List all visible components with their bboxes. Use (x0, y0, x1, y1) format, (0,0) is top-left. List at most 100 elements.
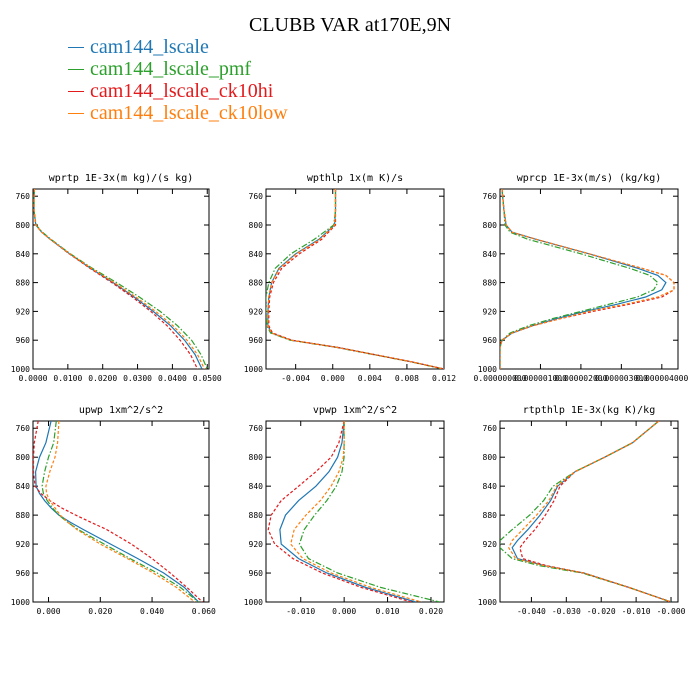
panel-title: wprtp 1E-3x(m kg)/(s kg) (49, 173, 194, 184)
series-line-3 (267, 421, 412, 602)
series-line-2 (41, 421, 199, 602)
y-tick-label: 760 (16, 424, 31, 433)
series-group (500, 189, 675, 369)
legend-label-4: cam144_lscale_ck10low (90, 102, 288, 124)
x-tick-label: -0.020 (587, 607, 616, 616)
series-line-3 (500, 189, 675, 369)
x-tick-label: 0.000003000 (595, 374, 648, 383)
panel-title: wprcp 1E-3x(m/s) (kg/kg) (517, 173, 662, 184)
x-tick-label: -0.000 (657, 607, 686, 616)
y-tick-label: 840 (483, 250, 498, 259)
y-tick-label: 1000 (244, 365, 263, 374)
y-tick-label: 840 (249, 250, 264, 259)
y-tick-label: 880 (249, 511, 264, 520)
chart-panel-5: vpwp 1xm^2/s^2 760 800 840 880 920 960 1000 -0.0… (244, 405, 445, 616)
y-tick-label: 800 (249, 221, 264, 230)
series-group (33, 421, 203, 602)
legend-label-3: cam144_lscale_ck10hi (90, 80, 274, 102)
plot-frame (32, 420, 210, 603)
x-tick-label: -0.010 (622, 607, 651, 616)
y-tick-label: 800 (16, 453, 31, 462)
chart-panel-1: wprtp 1E-3x(m kg)/(s kg) 760 800 840 880 920 9… (11, 173, 222, 383)
series-line-2 (500, 189, 659, 369)
legend-swatch-4 (68, 112, 84, 114)
series-line-2 (33, 189, 208, 369)
series-line-2 (266, 189, 444, 369)
y-tick-label: 840 (249, 482, 264, 491)
legend: cam144_lscale cam144_lscale_pmf cam144_l… (68, 36, 288, 124)
x-tick-label: 0.000 (36, 607, 60, 616)
x-tick-label: -0.010 (286, 607, 315, 616)
y-tick-label: 920 (16, 307, 31, 316)
y-tick-label: 920 (483, 540, 498, 549)
x-tick-label: 0.000001000 (514, 374, 567, 383)
legend-item-4: cam144_lscale_ck10low (68, 102, 288, 124)
y-tick-label: 880 (483, 511, 498, 520)
y-tick-label: 760 (483, 192, 498, 201)
panel-title: vpwp 1xm^2/s^2 (313, 405, 397, 416)
series-line-4 (33, 189, 206, 369)
x-tick-label: -0.030 (552, 607, 581, 616)
plot-frame (499, 188, 679, 370)
x-tick-label: 0.010 (376, 607, 400, 616)
legend-item-1: cam144_lscale (68, 36, 288, 58)
y-tick-label: 880 (483, 279, 498, 288)
y-tick-label: 760 (483, 424, 498, 433)
y-tick-label: 960 (16, 336, 31, 345)
x-tick-label: 0.020 (419, 607, 443, 616)
chart-title: CLUBB VAR at170E,9N (248, 14, 452, 36)
series-line-1 (267, 189, 444, 369)
y-tick-label: 800 (16, 221, 31, 230)
legend-label-1: cam144_lscale (90, 36, 209, 58)
series-group (500, 421, 672, 602)
y-tick-label: 800 (483, 453, 498, 462)
legend-swatch-3 (68, 90, 84, 92)
series-line-3 (33, 189, 199, 369)
panel-title: rtpthlp 1E-3x(kg K)/kg (523, 405, 655, 416)
y-tick-label: 960 (249, 336, 264, 345)
legend-label-2: cam144_lscale_pmf (90, 58, 252, 80)
series-group (267, 421, 440, 602)
y-tick-label: 920 (249, 540, 264, 549)
x-tick-label: 0.0000 (19, 374, 48, 383)
y-tick-label: 960 (483, 569, 498, 578)
series-line-2 (298, 421, 440, 602)
series-line-2 (500, 421, 672, 602)
x-tick-label: 0.020 (88, 607, 112, 616)
legend-item-3: cam144_lscale_ck10hi (68, 80, 288, 102)
series-line-4 (45, 421, 196, 602)
x-tick-label: -0.004 (281, 374, 310, 383)
y-tick-label: 1000 (11, 598, 30, 607)
legend-swatch-2 (68, 68, 84, 70)
x-tick-label: 0.004 (358, 374, 382, 383)
series-line-3 (519, 421, 672, 602)
series-line-1 (33, 189, 203, 369)
y-tick-label: 1000 (244, 598, 263, 607)
plot-frame (265, 188, 445, 370)
y-tick-label: 760 (249, 424, 264, 433)
y-tick-label: 920 (249, 307, 264, 316)
x-tick-label: 0.0300 (123, 374, 152, 383)
y-tick-label: 1000 (11, 365, 30, 374)
plot-frame (499, 420, 679, 603)
x-tick-label: 0.060 (192, 607, 216, 616)
x-tick-label: 0.000004000 (635, 374, 688, 383)
x-tick-label: 0.008 (395, 374, 419, 383)
y-tick-label: 880 (16, 279, 31, 288)
x-tick-label: 0.040 (140, 607, 164, 616)
y-tick-label: 960 (16, 569, 31, 578)
chart-panel-4: upwp 1xm^2/s^2 760 800 840 880 920 960 1000 0.00… (11, 405, 216, 616)
x-tick-label: 0.012 (432, 374, 456, 383)
plot-frame (265, 420, 445, 603)
x-tick-label: 0.0500 (193, 374, 222, 383)
series-line-4 (267, 189, 444, 369)
x-tick-label: 0.0100 (53, 374, 82, 383)
y-tick-label: 1000 (478, 598, 497, 607)
y-tick-label: 840 (483, 482, 498, 491)
x-tick-label: 0.0400 (158, 374, 187, 383)
y-tick-label: 880 (249, 279, 264, 288)
y-tick-label: 760 (16, 192, 31, 201)
y-tick-label: 840 (16, 250, 31, 259)
series-line-4 (290, 421, 422, 602)
